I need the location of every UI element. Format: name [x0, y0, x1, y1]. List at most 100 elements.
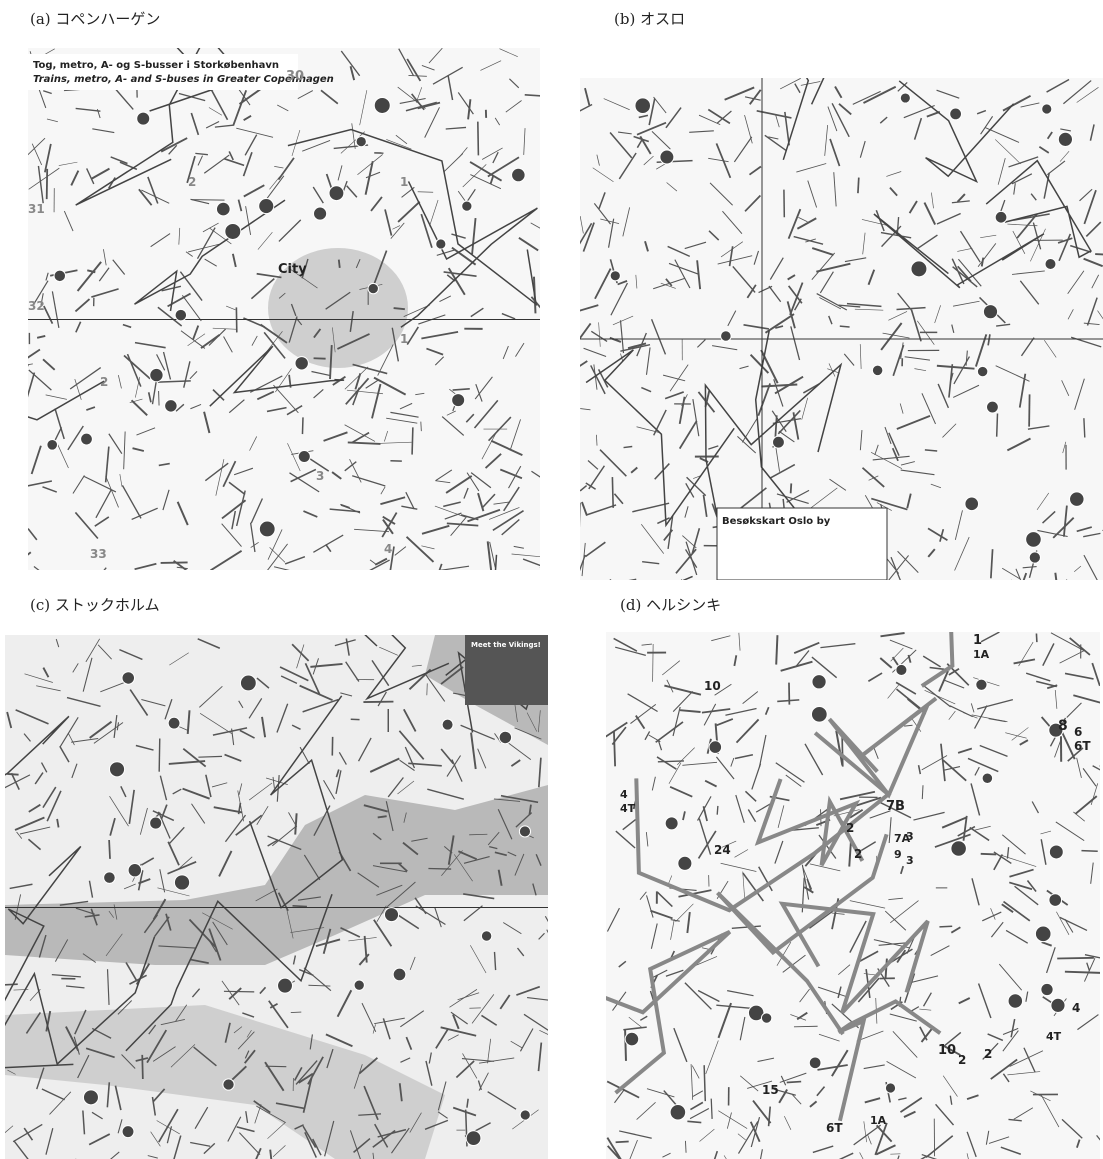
map-label: 1: [973, 633, 982, 648]
stop-marker: [512, 168, 526, 182]
street: [939, 926, 952, 927]
map-label: 8: [1058, 718, 1068, 734]
street: [1057, 958, 1094, 959]
stop-marker: [635, 98, 651, 114]
stop-marker: [356, 136, 366, 146]
caption: (a) コペンハーゲン: [30, 10, 160, 28]
stop-marker: [122, 1126, 134, 1138]
stop-marker: [374, 97, 390, 113]
street: [7, 774, 18, 775]
street: [794, 1026, 818, 1027]
stop-marker: [354, 980, 364, 990]
map-label: 10: [938, 1043, 956, 1058]
street: [1065, 972, 1101, 973]
map-label: 4: [384, 542, 392, 556]
map-label: 1: [400, 175, 408, 189]
map-label: 3: [316, 469, 324, 483]
stop-marker: [225, 223, 241, 239]
stop-marker: [223, 1079, 234, 1090]
stop-marker: [1049, 894, 1062, 907]
stop-marker: [436, 239, 446, 249]
stop-marker: [150, 368, 163, 381]
map-label: 2: [100, 375, 108, 389]
stop-marker: [314, 207, 327, 220]
street: [840, 326, 850, 327]
stop-marker: [109, 762, 124, 777]
street: [711, 1099, 712, 1119]
map-label: 31: [28, 202, 45, 216]
caption: (d) ヘルシンキ: [620, 596, 721, 614]
stop-marker: [976, 679, 987, 690]
map-panel: 11A107B7A9223344T24866T44T10226T1A15: [575, 537, 1103, 1159]
stop-marker: [1026, 532, 1042, 548]
stop-marker: [1070, 492, 1085, 507]
map-label: 4T: [1046, 1030, 1062, 1043]
stop-marker: [216, 202, 230, 216]
stop-marker: [259, 521, 275, 537]
stop-marker: [965, 497, 979, 511]
map-label: 3: [906, 830, 914, 843]
stop-marker: [150, 817, 162, 829]
map-title: Tog, metro, A- og S-busser i Storkøbenha…: [33, 60, 279, 71]
street: [616, 1142, 629, 1143]
stop-marker: [137, 112, 150, 125]
stop-marker: [104, 872, 116, 884]
street: [996, 580, 1012, 612]
street: [378, 816, 387, 817]
street: [624, 447, 633, 448]
stop-marker: [384, 908, 398, 922]
street: [610, 579, 617, 588]
stop-marker: [1029, 552, 1040, 563]
map-label: City: [278, 262, 307, 277]
map-label: 2: [854, 847, 862, 861]
street: [293, 906, 307, 907]
stop-marker: [773, 436, 785, 448]
street: [4, 984, 17, 985]
stop-marker: [951, 841, 967, 857]
street: [478, 122, 479, 156]
stop-marker: [83, 1090, 98, 1105]
stop-marker: [911, 261, 927, 277]
map-label: 7B: [886, 799, 905, 814]
street: [12, 365, 28, 398]
map-label: 24: [714, 843, 731, 857]
stop-marker: [983, 305, 997, 319]
stop-marker: [761, 1013, 771, 1023]
map: 11A107B7A9223344T24866T44T10226T1A15: [575, 537, 1103, 1159]
street: [302, 417, 303, 434]
street: [625, 1029, 626, 1061]
map-label: 4: [620, 788, 628, 801]
stop-marker: [896, 664, 907, 675]
map-label: 1A: [870, 1114, 887, 1127]
stop-marker: [1042, 104, 1052, 114]
street: [109, 840, 110, 859]
stop-marker: [519, 826, 530, 837]
stop-marker: [174, 875, 189, 890]
stop-marker: [670, 1104, 686, 1120]
stop-marker: [1008, 994, 1022, 1008]
street: [685, 1141, 686, 1153]
street: [981, 854, 997, 855]
stop-marker: [168, 717, 180, 729]
street: [1084, 418, 1085, 437]
stop-marker: [1041, 983, 1053, 995]
stop-marker: [660, 150, 674, 164]
stop-marker: [1051, 998, 1065, 1012]
map-background: [580, 78, 1103, 580]
street: [394, 308, 405, 309]
map-label: 6T: [826, 1121, 843, 1135]
street: [858, 178, 859, 194]
street: [198, 756, 222, 757]
street: [1066, 580, 1073, 591]
street: [224, 991, 254, 992]
stop-marker: [721, 331, 732, 342]
street: [421, 422, 422, 431]
map-label: 32: [28, 299, 45, 313]
street: [270, 1150, 271, 1159]
street: [776, 635, 777, 664]
street: [791, 483, 792, 493]
stop-marker: [240, 675, 256, 691]
stop-marker: [982, 773, 993, 784]
stop-marker: [442, 719, 453, 730]
map-label: 4: [1072, 1001, 1080, 1015]
